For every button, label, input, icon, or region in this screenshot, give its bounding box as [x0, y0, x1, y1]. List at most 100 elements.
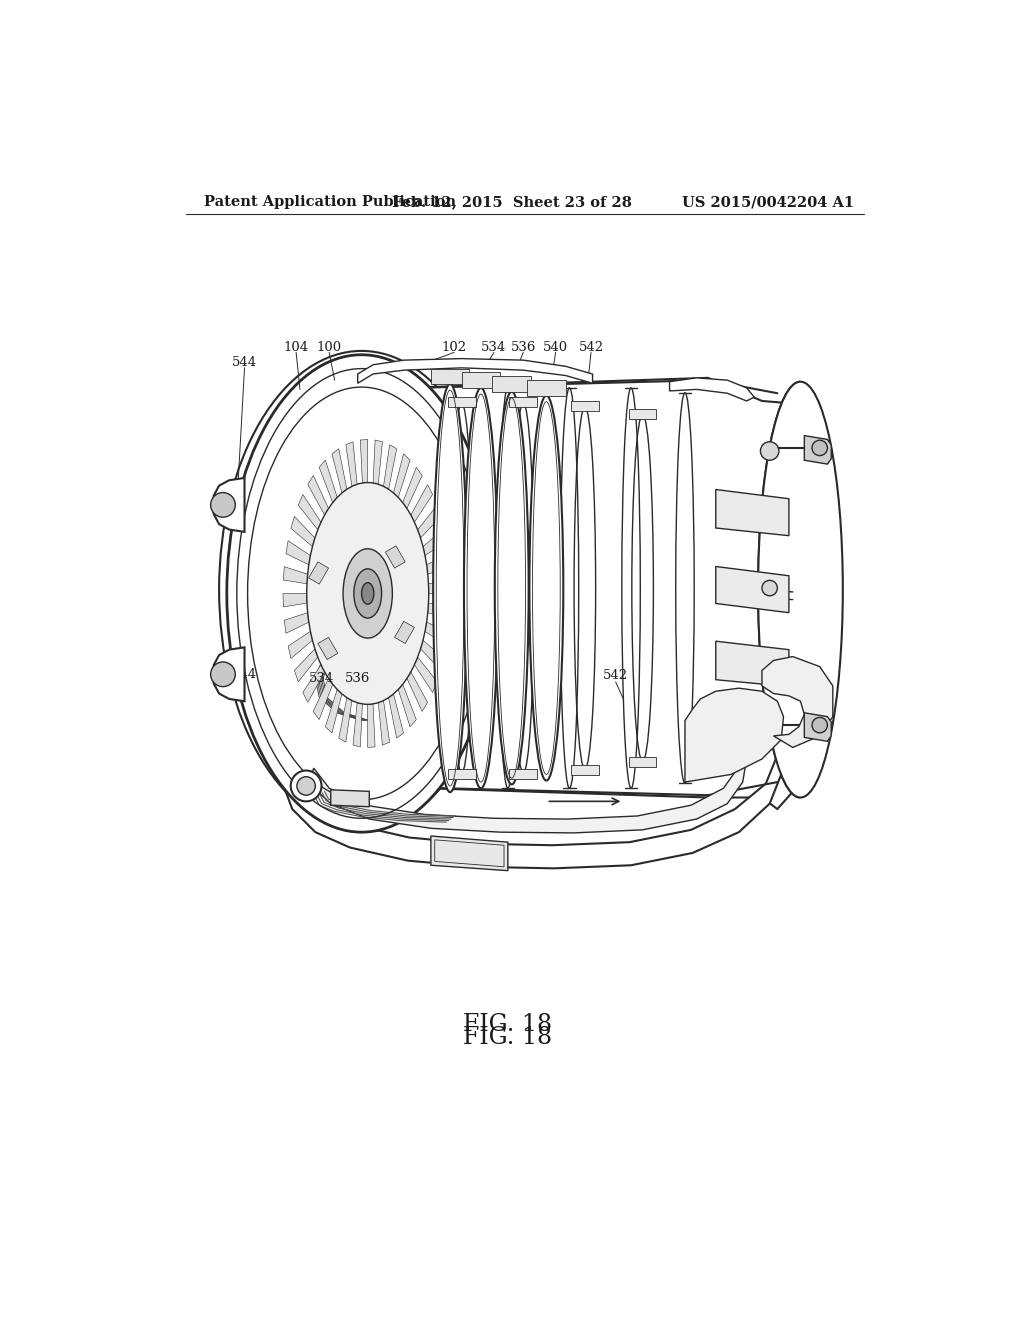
Text: 536: 536 — [511, 341, 536, 354]
Bar — [394, 622, 415, 644]
Polygon shape — [373, 440, 382, 484]
Polygon shape — [353, 702, 362, 747]
Polygon shape — [294, 649, 317, 682]
Ellipse shape — [622, 388, 640, 788]
Polygon shape — [431, 836, 508, 871]
Ellipse shape — [361, 582, 374, 605]
Polygon shape — [685, 688, 783, 781]
Ellipse shape — [812, 441, 827, 455]
Polygon shape — [384, 445, 396, 490]
Polygon shape — [428, 603, 453, 620]
Polygon shape — [629, 758, 656, 767]
Text: 104: 104 — [284, 341, 308, 354]
Polygon shape — [346, 442, 357, 486]
Ellipse shape — [307, 483, 429, 705]
Text: 544: 544 — [232, 356, 257, 370]
Ellipse shape — [812, 718, 827, 733]
Polygon shape — [431, 368, 469, 384]
Polygon shape — [368, 704, 375, 747]
Polygon shape — [283, 594, 307, 607]
Polygon shape — [427, 553, 452, 574]
Polygon shape — [313, 678, 333, 719]
Ellipse shape — [354, 569, 382, 618]
Polygon shape — [415, 657, 437, 693]
Polygon shape — [428, 579, 453, 594]
Ellipse shape — [495, 392, 528, 784]
Ellipse shape — [464, 388, 498, 788]
Polygon shape — [421, 640, 444, 671]
Text: US 2015/0042204 A1: US 2015/0042204 A1 — [682, 195, 854, 210]
Bar — [317, 638, 338, 660]
Polygon shape — [407, 672, 428, 711]
Text: 102: 102 — [441, 341, 467, 354]
Ellipse shape — [676, 393, 694, 783]
Text: 536: 536 — [345, 672, 371, 685]
Text: Feb. 12, 2015  Sheet 23 of 28: Feb. 12, 2015 Sheet 23 of 28 — [392, 195, 632, 210]
Polygon shape — [291, 516, 315, 546]
Polygon shape — [308, 475, 329, 515]
Text: 542: 542 — [579, 341, 603, 354]
Polygon shape — [286, 541, 310, 565]
Polygon shape — [298, 495, 321, 529]
Ellipse shape — [529, 396, 563, 780]
Polygon shape — [398, 684, 417, 727]
Polygon shape — [285, 612, 309, 634]
Polygon shape — [447, 770, 475, 779]
Text: FIG. 18: FIG. 18 — [463, 1026, 552, 1049]
Text: 542: 542 — [603, 669, 628, 682]
Ellipse shape — [761, 719, 779, 738]
Text: 544: 544 — [232, 668, 257, 681]
Ellipse shape — [211, 663, 236, 686]
Polygon shape — [411, 484, 432, 523]
Polygon shape — [629, 409, 656, 418]
Polygon shape — [388, 694, 403, 738]
Polygon shape — [447, 397, 475, 407]
Polygon shape — [462, 372, 500, 388]
Ellipse shape — [499, 388, 517, 788]
Polygon shape — [418, 506, 441, 539]
Polygon shape — [716, 642, 788, 686]
Polygon shape — [527, 380, 565, 396]
Polygon shape — [393, 454, 410, 498]
Polygon shape — [360, 440, 368, 483]
Ellipse shape — [560, 388, 579, 788]
Ellipse shape — [758, 381, 843, 797]
Text: Patent Application Publication: Patent Application Publication — [204, 195, 456, 210]
Ellipse shape — [219, 351, 504, 829]
Polygon shape — [281, 747, 781, 869]
Text: 534: 534 — [309, 672, 334, 685]
Ellipse shape — [762, 581, 777, 595]
Text: FIG. 18: FIG. 18 — [463, 1014, 552, 1036]
Text: 540: 540 — [543, 341, 568, 354]
Polygon shape — [284, 566, 307, 583]
Polygon shape — [509, 397, 538, 407]
Polygon shape — [326, 689, 342, 733]
Polygon shape — [762, 656, 833, 747]
Polygon shape — [332, 449, 347, 492]
Polygon shape — [319, 461, 337, 503]
Polygon shape — [307, 759, 746, 833]
Ellipse shape — [761, 442, 779, 461]
Bar — [385, 546, 406, 568]
Polygon shape — [571, 401, 599, 411]
Ellipse shape — [433, 384, 467, 792]
Ellipse shape — [226, 355, 497, 832]
Polygon shape — [425, 622, 450, 645]
Polygon shape — [339, 698, 352, 742]
Ellipse shape — [291, 771, 322, 801]
Polygon shape — [214, 647, 245, 701]
Polygon shape — [423, 528, 447, 556]
Polygon shape — [357, 378, 816, 809]
Polygon shape — [402, 467, 422, 508]
Ellipse shape — [297, 776, 315, 795]
Polygon shape — [804, 713, 831, 742]
Ellipse shape — [211, 492, 236, 517]
Polygon shape — [378, 701, 390, 744]
Polygon shape — [288, 631, 312, 659]
Text: 534: 534 — [481, 341, 507, 354]
Polygon shape — [357, 359, 593, 383]
Polygon shape — [303, 665, 325, 702]
Text: 100: 100 — [316, 341, 342, 354]
Polygon shape — [509, 770, 538, 779]
Polygon shape — [804, 436, 831, 465]
